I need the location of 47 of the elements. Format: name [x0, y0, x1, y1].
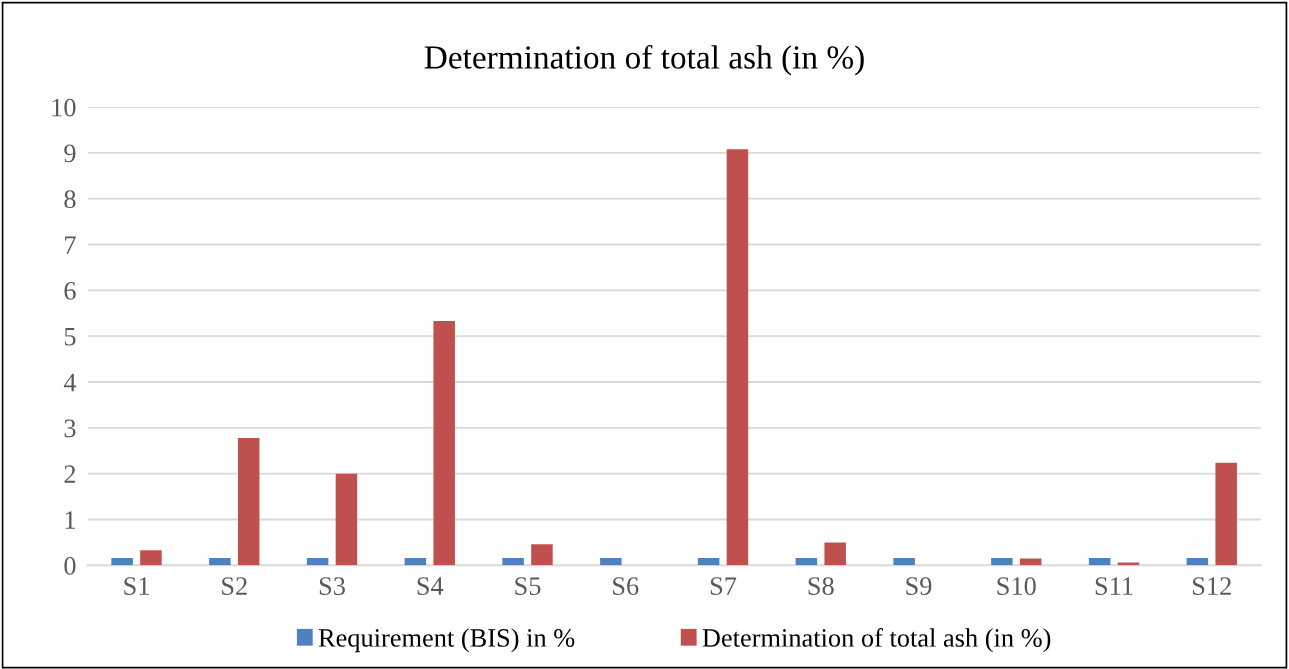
legend-label: Determination of total ash (in %) [702, 628, 1051, 653]
x-tick-label: S4 [417, 577, 444, 595]
y-tick-label: 9 [64, 144, 76, 163]
y-tick-label: 3 [64, 419, 76, 438]
x-tick-label: S3 [319, 577, 345, 595]
y-tick-label: 0 [64, 556, 76, 575]
bar [893, 557, 915, 566]
y-tick-label: 7 [65, 236, 76, 254]
bar [1215, 462, 1237, 566]
legend-label: Requirement (BIS) in % [318, 628, 575, 653]
bar [1088, 557, 1111, 566]
bar [1019, 558, 1042, 566]
bar [991, 557, 1013, 566]
y-tick-label: 2 [64, 465, 76, 483]
x-tick-label: S1 [124, 577, 149, 595]
y-tick-label: 8 [64, 190, 76, 209]
x-tick-label: S10 [997, 577, 1036, 595]
bar [824, 542, 846, 566]
x-tick-label: S6 [613, 577, 639, 595]
bar [140, 550, 162, 566]
x-tick-label: S5 [515, 577, 541, 595]
bar [697, 557, 720, 566]
bar [306, 557, 329, 566]
bar [531, 544, 553, 566]
bar [433, 321, 455, 566]
chart-title: Determination of total ash (in %) [424, 44, 864, 76]
bar [335, 473, 358, 566]
x-tick-label: S9 [906, 577, 932, 595]
x-tick-label: S12 [1193, 577, 1231, 595]
bar [726, 149, 749, 566]
y-tick-label: 10 [52, 98, 76, 117]
y-tick-label: 6 [64, 282, 76, 300]
x-tick-label: S8 [808, 577, 834, 595]
x-tick-label: S7 [710, 577, 737, 595]
bar [404, 557, 427, 566]
y-tick-label: 5 [64, 328, 76, 346]
y-tick-label: 4 [63, 373, 77, 392]
x-tick-label: S11 [1095, 577, 1133, 595]
bar [502, 557, 524, 566]
bar [237, 437, 260, 566]
bar [209, 557, 231, 566]
y-tick-label: 1 [65, 511, 75, 529]
bar [1186, 557, 1209, 566]
bar [795, 557, 818, 566]
bar [111, 557, 133, 566]
bar [600, 557, 622, 566]
x-tick-label: S2 [222, 577, 247, 595]
